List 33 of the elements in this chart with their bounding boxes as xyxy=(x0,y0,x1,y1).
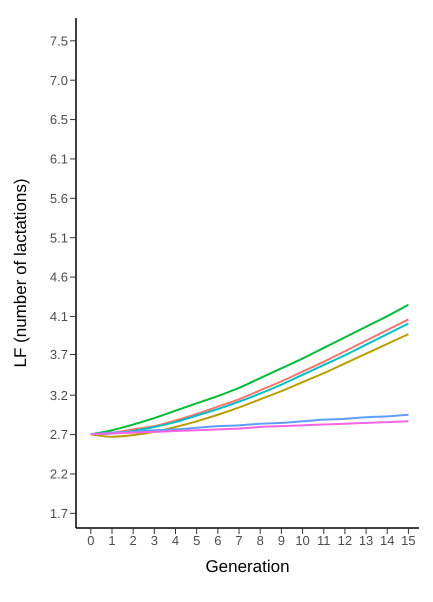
x-tick-label: 4 xyxy=(172,533,180,548)
line-series xyxy=(90,414,410,436)
x-tick-label: 2 xyxy=(130,533,137,548)
x-tick-label: 3 xyxy=(150,533,158,548)
x-tick-label: 1 xyxy=(108,533,116,548)
y-axis-title: LF (number of lactations) xyxy=(11,178,30,368)
y-tick-label: 4.1 xyxy=(50,309,68,324)
y-tick-label: 7.5 xyxy=(50,33,68,48)
y-tick-label: 3.7 xyxy=(50,347,68,362)
x-tick-label: 0 xyxy=(87,533,94,548)
y-tick-label: 6.1 xyxy=(50,152,68,167)
y-tick-label: 2.2 xyxy=(50,466,68,482)
x-tick-label: 10 xyxy=(295,533,310,548)
x-tick-label: 12 xyxy=(338,533,352,548)
x-tick-label: 14 xyxy=(380,533,394,548)
x-tick-label: 13 xyxy=(358,533,374,548)
x-tick-label: 6 xyxy=(214,533,222,548)
x-tick-label: 15 xyxy=(401,533,416,548)
x-tick-label: 8 xyxy=(256,533,264,548)
y-tick-label: 3.2 xyxy=(50,388,68,403)
y-tick-label: 5.6 xyxy=(50,190,68,206)
x-tick-label: 7 xyxy=(235,533,243,548)
x-tick-label: 11 xyxy=(316,533,330,548)
line-series xyxy=(90,420,410,436)
y-tick-label: 6.5 xyxy=(50,112,68,128)
y-tick-label: 5.1 xyxy=(50,230,68,246)
y-tick-label: 7.0 xyxy=(50,72,68,88)
y-tick-label: 1.7 xyxy=(50,506,68,521)
y-tick-label: 4.6 xyxy=(50,270,68,285)
x-axis-title: Generation xyxy=(205,557,290,576)
x-tick-label: 5 xyxy=(193,533,200,548)
x-tick-label: 9 xyxy=(278,533,285,548)
y-tick-label: 2.7 xyxy=(50,427,68,442)
